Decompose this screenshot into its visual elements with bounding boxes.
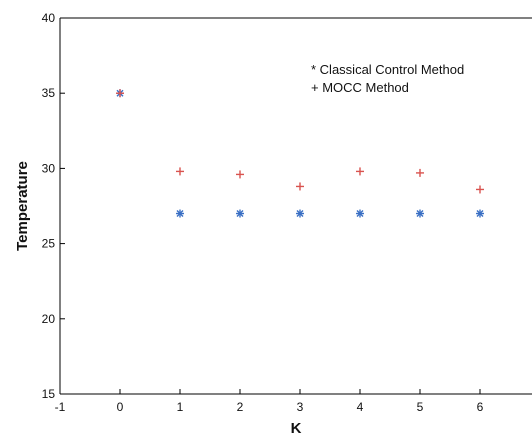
y-ticks: 15 20 25 30 35 40 [42,11,65,401]
legend-entry-classical: * Classical Control Method [311,62,464,77]
x-tick-label: 0 [117,400,124,414]
mocc-point [296,182,304,191]
mocc-point [116,89,124,98]
x-tick-label: 5 [417,400,424,414]
point-stroke [296,210,304,218]
point-stroke [476,210,484,218]
classical-point [416,209,424,218]
classical-point [236,209,244,218]
x-ticks: -1 0 1 2 3 4 5 6 [55,389,484,414]
classical-point [176,209,184,218]
y-tick-label: 20 [42,312,56,326]
point-stroke [236,210,244,218]
y-tick-label: 30 [42,161,56,175]
y-tick-label: 40 [42,11,56,25]
mocc-point [236,170,244,179]
classical-point [476,209,484,218]
x-tick-label: 2 [237,400,244,414]
y-axis-label: Temperature [14,161,31,251]
mocc-point [476,185,484,194]
y-tick-label: 15 [42,387,56,401]
legend: * Classical Control Method + MOCC Method [311,62,464,95]
classical-point [356,209,364,218]
x-tick-label: 4 [357,400,364,414]
x-axis-label: K [291,420,302,437]
point-stroke [356,210,364,218]
point-stroke [176,210,184,218]
y-tick-label: 35 [42,86,56,100]
data-points [116,89,484,218]
x-tick-label: -1 [55,400,66,414]
y-tick-label: 25 [42,237,56,251]
x-tick-label: 1 [177,400,184,414]
x-tick-label: 6 [477,400,484,414]
point-stroke [416,210,424,218]
mocc-point [176,167,184,176]
x-tick-label: 3 [297,400,304,414]
axes [59,17,532,395]
legend-entry-mocc: + MOCC Method [311,80,409,95]
mocc-point [356,167,364,176]
classical-point [296,209,304,218]
mocc-point [416,168,424,177]
